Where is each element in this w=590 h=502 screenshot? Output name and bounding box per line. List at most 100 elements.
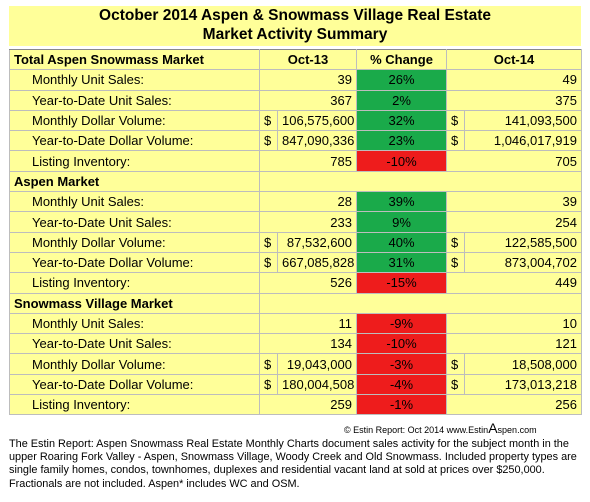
row-label: Monthly Dollar Volume: [9,353,260,375]
value-curr: 122,585,500 [464,231,582,253]
row-label: Monthly Unit Sales: [9,312,260,335]
row-label: Monthly Unit Sales: [9,191,260,213]
copyright-suffix: spen.com [497,425,537,435]
row-label: Monthly Dollar Volume: [9,109,260,132]
value-curr: 141,093,500 [464,109,582,132]
value-prev: 785 [259,150,357,172]
value-prev: 526 [259,272,357,294]
value-curr: 254 [446,211,582,233]
percent-change: -15% [356,272,447,294]
value-prev: 134 [259,333,357,355]
percent-change: -4% [356,373,447,396]
table-row: Monthly Unit Sales: 28 39% 39 [9,191,582,213]
table-row: Listing Inventory: 526 -15% 449 [9,272,582,294]
row-label: Year-to-Date Dollar Volume: [9,130,260,152]
value-prev: 39 [259,69,357,91]
copyright-notice: © Estin Report: Oct 2014 www.EstinAspen.… [344,420,537,436]
value-prev: 28 [259,191,357,213]
section-name: Total Aspen Snowmass Market [9,48,260,71]
row-label: Listing Inventory: [9,272,260,294]
row-label: Listing Inventory: [9,394,260,416]
column-header-prev: Oct-13 [259,48,357,71]
row-label: Year-to-Date Dollar Volume: [9,251,260,274]
value-prev: 667,085,828 [277,251,357,274]
percent-change: -10% [356,150,447,172]
currency-symbol-curr: $ [446,373,465,396]
percent-change: 39% [356,191,447,213]
currency-symbol-prev: $ [259,109,278,132]
currency-symbol-prev: $ [259,373,278,396]
table-row: Listing Inventory: 259 -1% 256 [9,394,582,416]
table-row: Listing Inventory: 785 -10% 705 [9,150,582,172]
title-line-1: October 2014 Aspen & Snowmass Village Re… [99,7,491,24]
row-label: Year-to-Date Unit Sales: [9,89,260,111]
table-row: Monthly Unit Sales: 11 -9% 10 [9,312,582,335]
value-curr: 256 [446,394,582,416]
currency-symbol-curr: $ [446,109,465,132]
percent-change: 2% [356,89,447,111]
value-prev: 180,004,508 [277,373,357,396]
value-curr: 121 [446,333,582,355]
row-label: Year-to-Date Dollar Volume: [9,373,260,396]
value-curr: 873,004,702 [464,251,582,274]
percent-change: -10% [356,333,447,355]
section-header-row: Aspen Market [9,170,582,193]
value-prev: 19,043,000 [277,353,357,375]
table-row: Monthly Dollar Volume: $19,043,000 -3% $18,… [9,353,582,375]
section-header-row: Total Aspen Snowmass Market Oct-13% Chang… [9,48,582,71]
column-header-curr: Oct-14 [446,48,582,71]
section-name: Snowmass Village Market [9,292,260,314]
value-prev: 233 [259,211,357,233]
value-curr: 375 [446,89,582,111]
copyright-prefix: © Estin Report: Oct 2014 www.Estin [344,425,489,435]
section-header-row: Snowmass Village Market [9,292,582,314]
value-curr: 39 [446,191,582,213]
percent-change: 26% [356,69,447,91]
table-row: Year-to-Date Dollar Volume: $847,090,336 2… [9,130,582,152]
percent-change: -3% [356,353,447,375]
currency-symbol-prev: $ [259,353,278,375]
table-row: Monthly Dollar Volume: $87,532,600 40% $122… [9,231,582,253]
value-curr: 173,013,218 [464,373,582,396]
table-row: Year-to-Date Unit Sales: 233 9% 254 [9,211,582,233]
value-curr: 18,508,000 [464,353,582,375]
table-row: Year-to-Date Unit Sales: 367 2% 375 [9,89,582,111]
currency-symbol-curr: $ [446,251,465,274]
currency-symbol-curr: $ [446,231,465,253]
percent-change: -1% [356,394,447,416]
value-prev: 87,532,600 [277,231,357,253]
currency-symbol-curr: $ [446,130,465,152]
percent-change: 40% [356,231,447,253]
percent-change: 23% [356,130,447,152]
report-title: October 2014 Aspen & Snowmass Village Re… [9,6,581,46]
section-header-spacer [259,170,582,193]
footnote: The Estin Report: Aspen Snowmass Real Es… [9,438,577,490]
percent-change: 9% [356,211,447,233]
market-summary-table: Total Aspen Snowmass Market Oct-13% Chang… [9,48,582,416]
value-curr: 10 [446,312,582,335]
table-row: Year-to-Date Dollar Volume: $180,004,508-… [9,373,582,396]
value-curr: 1,046,017,919 [464,130,582,152]
copyright-big-letter: A [488,420,498,436]
value-prev: 259 [259,394,357,416]
value-curr: 705 [446,150,582,172]
currency-symbol-curr: $ [446,353,465,375]
row-label: Year-to-Date Unit Sales: [9,211,260,233]
value-prev: 106,575,600 [277,109,357,132]
row-label: Year-to-Date Unit Sales: [9,333,260,355]
value-prev: 847,090,336 [277,130,357,152]
table-row: Monthly Unit Sales: 39 26% 49 [9,69,582,91]
value-prev: 11 [259,312,357,335]
value-curr: 49 [446,69,582,91]
row-label: Monthly Dollar Volume: [9,231,260,253]
section-name: Aspen Market [9,170,260,193]
row-label: Monthly Unit Sales: [9,69,260,91]
section-header-spacer [259,292,582,314]
row-label: Listing Inventory: [9,150,260,172]
column-header-change: % Change [356,48,447,71]
percent-change: 32% [356,109,447,132]
value-prev: 367 [259,89,357,111]
percent-change: -9% [356,312,447,335]
title-line-2: Market Activity Summary [202,26,388,43]
currency-symbol-prev: $ [259,130,278,152]
